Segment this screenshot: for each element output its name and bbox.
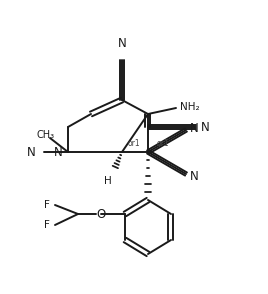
Text: F: F bbox=[44, 200, 50, 210]
Text: N: N bbox=[190, 121, 199, 134]
Text: or1: or1 bbox=[157, 138, 170, 148]
Text: N: N bbox=[201, 121, 210, 133]
Text: CH₃: CH₃ bbox=[37, 130, 55, 140]
Text: or1: or1 bbox=[128, 138, 141, 148]
Text: N: N bbox=[190, 170, 199, 183]
Text: H: H bbox=[104, 176, 112, 186]
Text: F: F bbox=[44, 220, 50, 230]
Text: NH₂: NH₂ bbox=[180, 102, 200, 112]
Text: N: N bbox=[118, 37, 126, 50]
Text: N: N bbox=[27, 146, 36, 158]
Text: N: N bbox=[54, 146, 63, 158]
Text: O: O bbox=[96, 208, 106, 220]
